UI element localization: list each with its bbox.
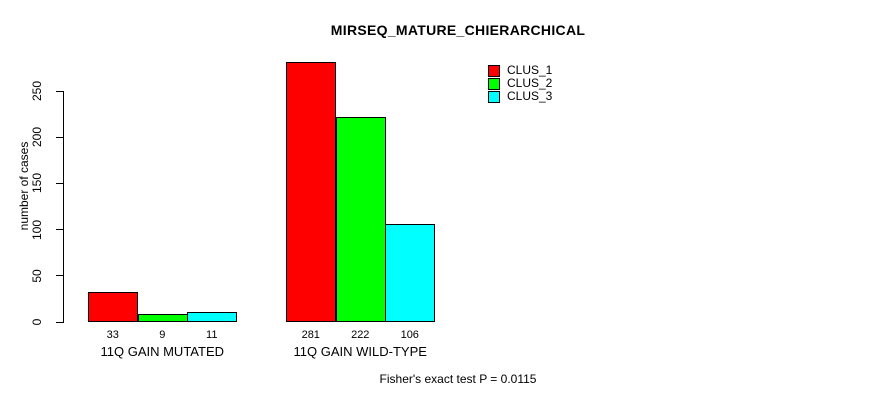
bar-value-label: 33 [106,329,119,341]
bar-clus_2-group-0 [137,313,188,322]
bar-clus_3-group-0 [187,311,237,322]
y-tick-label: 200 [30,127,44,148]
y-axis-label: number of cases [17,141,31,231]
legend: CLUS_1 CLUS_2 CLUS_3 [488,64,552,103]
y-tick-mark [56,321,63,323]
fisher-test-note: Fisher's exact test P = 0.0115 [379,372,537,386]
legend-row-clus-2: CLUS_2 [488,77,552,90]
legend-swatch-clus-2-icon [488,77,500,90]
bar-value-label: 9 [159,329,166,341]
y-tick-label: 100 [30,219,44,240]
bar-clus_1-group-0 [88,291,138,322]
y-tick-label: 150 [30,173,44,194]
y-axis-line [63,91,64,323]
legend-row-clus-1: CLUS_1 [488,64,552,77]
legend-label-clus-3: CLUS_3 [507,89,553,103]
bar-value-label: 281 [301,329,320,341]
bar-value-label: 222 [351,329,370,341]
y-tick-mark [56,90,63,92]
y-tick-mark [56,182,63,184]
chart-title: MIRSEQ_MATURE_CHIERARCHICAL [330,22,586,38]
y-tick-label: 0 [30,318,44,326]
bar-clus_2-group-1 [335,116,386,322]
y-tick-label: 50 [30,269,44,283]
category-label-0: 11Q GAIN MUTATED [100,344,225,359]
bar-value-label: 11 [206,329,218,341]
category-label-1: 11Q GAIN WILD-TYPE [293,344,427,359]
bar-value-label: 106 [400,329,419,341]
y-tick-label: 250 [30,80,44,102]
legend-label-clus-1: CLUS_1 [507,63,553,77]
legend-row-clus-3: CLUS_3 [488,90,552,103]
y-tick-mark [56,136,63,138]
legend-swatch-clus-1-icon [488,64,500,77]
legend-swatch-clus-3-icon [488,90,500,103]
y-tick-mark [56,229,63,231]
legend-label-clus-2: CLUS_2 [507,76,553,90]
y-tick-mark [56,275,63,277]
bar-clus_3-group-1 [385,224,435,322]
bar-clus_1-group-1 [286,62,336,322]
